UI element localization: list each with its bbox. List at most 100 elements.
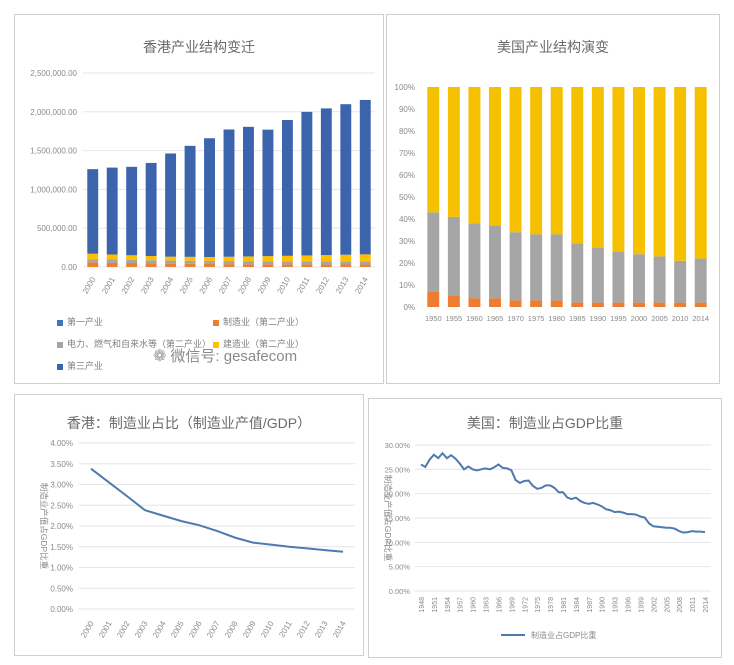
bar-segment <box>320 255 332 262</box>
bar-segment <box>204 263 215 267</box>
x-tick-label: 1965 <box>487 314 504 323</box>
x-tick-label: 2008 <box>223 619 240 639</box>
bar-segment <box>509 87 522 233</box>
bar-segment <box>359 261 371 265</box>
bar-segment <box>126 263 138 267</box>
x-tick-label: 1990 <box>590 314 607 323</box>
bar-segment <box>591 87 604 248</box>
y-tick-label: 20.00% <box>385 490 411 499</box>
y-tick-label: 5.00% <box>389 563 411 572</box>
bar-segment <box>87 259 99 263</box>
bar-segment <box>427 291 440 307</box>
series-line <box>420 451 706 534</box>
bar-segment <box>126 255 138 260</box>
bar-segment <box>447 216 460 296</box>
legend-label: 建造业（第二产业） <box>223 339 305 349</box>
x-tick-label: 1999 <box>638 597 645 613</box>
bar-segment <box>281 261 293 265</box>
legend-swatch <box>213 319 219 326</box>
x-tick-label: 1993 <box>613 597 620 613</box>
bar-segment <box>571 87 584 244</box>
y-tick-label: 3.00% <box>50 481 73 490</box>
x-tick-label: 2014 <box>692 314 709 323</box>
legend-item: 电力、燃气和自来水等（第二产业） <box>57 337 211 350</box>
bar-segment <box>87 169 99 254</box>
bar-segment <box>359 254 371 262</box>
bar-segment <box>301 111 313 256</box>
bar-segment <box>184 256 196 261</box>
legend-swatch <box>57 341 63 348</box>
bar-segment <box>301 261 313 265</box>
y-tick-label: 3.50% <box>50 460 73 469</box>
bar-segment <box>106 254 118 260</box>
y-tick-label: 40% <box>399 215 415 224</box>
x-tick-label: 2004 <box>159 275 176 295</box>
us-structure-title: 美国产业结构演变 <box>497 39 609 55</box>
legend-label: 电力、燃气和自来水等（第二产业） <box>67 339 212 349</box>
x-tick-label: 1960 <box>466 314 483 323</box>
x-tick-label: 2011 <box>690 597 697 612</box>
bar-segment <box>243 126 254 257</box>
y-tick-label: 100% <box>395 83 415 92</box>
bar-segment <box>126 166 138 256</box>
x-tick-label: 2011 <box>277 619 294 639</box>
bar-segment <box>530 300 543 307</box>
bar-segment <box>468 87 481 224</box>
bar-segment <box>223 264 235 267</box>
y-tick-label: 30.00% <box>385 441 411 450</box>
x-tick-label: 2012 <box>295 619 312 639</box>
x-tick-label: 2014 <box>353 275 370 295</box>
hk-mfg-panel: 香港：制造业占比（制造业产值/GDP） 4.00% 3.50% 3.00% 2.50%… <box>14 394 364 656</box>
bar-segment <box>427 87 440 213</box>
x-tick-label: 2001 <box>100 275 117 295</box>
y-tick-label: 50% <box>399 193 415 202</box>
y-tick-label: 0.00% <box>389 587 411 596</box>
bar-segment <box>633 87 645 255</box>
us-mfg-chart: 30.00% 25.00% 20.00% 15.00% 10.00% 5.00% 0.00%… <box>383 441 711 640</box>
y-tick-label: 2,000,000.00 <box>30 108 77 117</box>
x-tick-label: 1984 <box>574 597 581 613</box>
bar-segment <box>489 87 501 226</box>
bar-segment <box>281 120 293 256</box>
bar-segment <box>489 225 501 299</box>
x-tick-label: 1996 <box>626 597 633 613</box>
x-tick-label: 1995 <box>610 314 627 323</box>
x-tick-label: 1963 <box>484 597 491 613</box>
y-tick-label: 1,500,000.00 <box>30 147 77 156</box>
bar-segment <box>674 260 687 303</box>
x-tick-label: 1951 <box>432 597 439 613</box>
bar-segment <box>509 232 522 301</box>
legend-label: 制造业（第二产业） <box>223 317 305 327</box>
x-tick-label: 2008 <box>677 597 684 613</box>
bar-segment <box>243 261 254 265</box>
bar-segment <box>530 87 543 235</box>
x-tick-label: 2014 <box>703 597 710 613</box>
us-structure-chart: 100% 90% 80% 70% 60% 50% 40% 30% 20% 10% 0% 1950 195… <box>395 83 710 323</box>
bar-segment <box>489 298 501 307</box>
bar-segment <box>468 298 481 307</box>
bar-segment <box>509 300 522 307</box>
y-tick-label: 1.50% <box>50 543 73 552</box>
x-tick-label: 1975 <box>535 597 542 613</box>
y-tick-label: 2.50% <box>50 501 73 510</box>
bar-segment <box>653 302 666 307</box>
bar-segment <box>87 253 99 260</box>
y-tick-label: 10.00% <box>385 538 411 547</box>
y-tick-label: 15.00% <box>385 514 411 523</box>
y-tick-label: 30% <box>399 237 415 246</box>
bar-segment <box>243 264 254 267</box>
bar-segment <box>340 104 352 255</box>
hk-structure-chart: 2,500,000.00 2,000,000.00 1,500,000.00 1,00… <box>30 69 375 295</box>
y-tick-label: 500,000.00 <box>37 224 78 233</box>
hk-mfg-chart: 4.00% 3.50% 3.00% 2.50% 2.00% 1.50% 1.00% 0.50%… <box>39 439 355 639</box>
x-tick-label: 2013 <box>313 619 330 639</box>
x-tick-label: 2003 <box>133 619 150 639</box>
bar-segment <box>340 264 352 267</box>
y-tick-label: 10% <box>399 281 415 290</box>
legend-label: 第一产业 <box>67 317 104 327</box>
bar-segment <box>591 302 604 307</box>
x-tick-label: 1987 <box>587 597 594 613</box>
x-tick-label: 2005 <box>664 597 671 613</box>
legend-item: 建造业（第二产业） <box>213 337 304 350</box>
x-tick-label: 2000 <box>631 314 648 323</box>
